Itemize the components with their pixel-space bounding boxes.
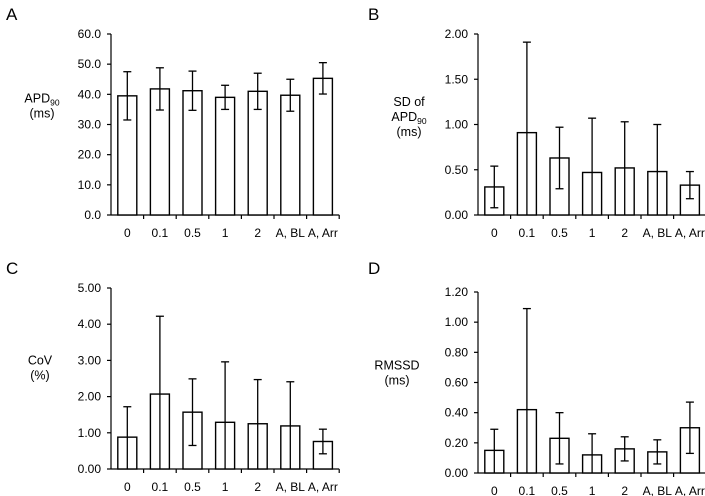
x-tick-label: 0.5 — [184, 226, 201, 240]
y-tick-label: 30.0 — [78, 118, 102, 132]
x-tick-label: A, BL — [643, 226, 673, 240]
y-tick-label: 1.00 — [445, 315, 469, 329]
y-tick-label: 40.0 — [78, 87, 102, 101]
x-tick-label: 0 — [491, 484, 498, 496]
y-tick-label: 0.00 — [445, 466, 469, 480]
x-tick-label: 2 — [254, 226, 261, 240]
y-tick-label: 1.20 — [445, 285, 469, 299]
x-tick-label: A, BL — [276, 480, 306, 494]
x-tick-label: 0.1 — [152, 226, 169, 240]
y-tick-label: 4.00 — [78, 317, 102, 331]
x-tick-label: 1 — [222, 226, 229, 240]
x-tick-label: 0 — [491, 226, 498, 240]
x-tick-label: 0.1 — [519, 484, 536, 496]
x-tick-label: A, Arr — [308, 480, 338, 494]
panel-b: B SD of APD90 (ms) 0.00 0.50 1.00 1.50 2.00 0 0.1 0… — [368, 5, 705, 240]
y-tick-label: 10.0 — [78, 178, 102, 192]
x-tick-label: 0.5 — [551, 484, 568, 496]
x-tick-label: 2 — [621, 484, 628, 496]
x-tick-label: 1 — [222, 480, 229, 494]
y-tick-label: 0.0 — [84, 208, 101, 222]
y-tick-label: 0.80 — [445, 345, 469, 359]
x-tick-label: 0.5 — [184, 480, 201, 494]
y-tick-label: 20.0 — [78, 148, 102, 162]
y-tick-label: 2.00 — [445, 27, 469, 41]
x-tick-label: 0 — [124, 480, 131, 494]
x-tick-label: 0 — [124, 226, 131, 240]
y-tick-label: 0.00 — [445, 208, 469, 222]
bar — [312, 77, 334, 216]
x-tick-label: A, BL — [276, 226, 306, 240]
y-tick-label: 0.60 — [445, 376, 469, 390]
bar — [214, 96, 236, 216]
panel-letter: C — [6, 259, 18, 278]
bar — [280, 94, 301, 216]
y-tick-label: 5.00 — [78, 281, 102, 295]
x-tick-label: 1 — [589, 484, 596, 496]
y-axis-label: RMSSD (ms) — [374, 359, 419, 388]
y-axis-label: CoV (%) — [28, 354, 53, 383]
y-tick-label: 1.50 — [445, 72, 469, 86]
panel-d: D RMSSD (ms) 0.00 0.20 0.40 0.60 0.80 1.00 1.20 0 0… — [368, 259, 705, 496]
y-axis-label: APD90 (ms) — [24, 92, 59, 121]
x-tick-label: 2 — [621, 226, 628, 240]
y-tick-label: 1.00 — [78, 426, 102, 440]
panel-a: A APD90 (ms) 0.0 10.0 20.0 30.0 40.0 50.0 60.0 0 0.… — [6, 5, 340, 240]
y-tick-label: 0.50 — [445, 163, 469, 177]
y-tick-label: 3.00 — [78, 353, 102, 367]
x-tick-label: 1 — [589, 226, 596, 240]
x-tick-label: A, Arr — [675, 226, 705, 240]
x-tick-label: A, Arr — [308, 226, 338, 240]
x-tick-label: A, BL — [643, 484, 673, 496]
y-tick-label: 0.00 — [78, 462, 102, 476]
y-tick-label: 1.00 — [445, 118, 469, 132]
x-tick-label: 2 — [254, 480, 261, 494]
panel-letter: B — [368, 5, 379, 24]
x-tick-label: 0.5 — [551, 226, 568, 240]
x-tick-label: A, Arr — [675, 484, 705, 496]
y-tick-label: 0.40 — [445, 406, 469, 420]
y-tick-label: 0.20 — [445, 436, 469, 450]
panel-letter: A — [6, 5, 18, 24]
y-tick-label: 2.00 — [78, 390, 102, 404]
panel-letter: D — [368, 259, 380, 278]
y-tick-label: 50.0 — [78, 57, 102, 71]
y-tick-label: 60.0 — [78, 27, 102, 41]
x-tick-label: 0.1 — [152, 480, 169, 494]
y-axis-label: SD of APD90 (ms) — [391, 95, 426, 139]
panel-c: C CoV (%) 0.00 1.00 2.00 3.00 4.00 5.00 0 0.1 0.5 1 2… — [6, 259, 340, 494]
x-tick-label: 0.1 — [519, 226, 536, 240]
